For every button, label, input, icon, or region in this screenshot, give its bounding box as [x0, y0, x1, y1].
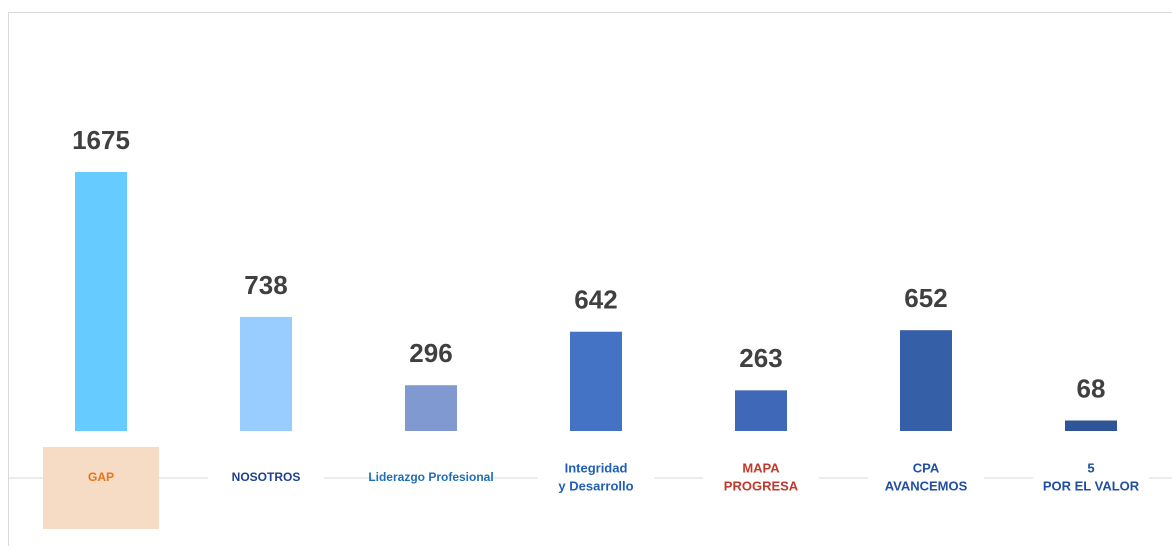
category-label: Integridad — [565, 460, 628, 475]
bar — [570, 332, 622, 431]
category-logo — [208, 447, 324, 529]
category-label: NOSOTROS — [232, 470, 301, 484]
data-label: 263 — [739, 343, 782, 373]
data-label: 296 — [409, 338, 452, 368]
category-label: GAP — [88, 470, 114, 484]
data-label: 652 — [904, 283, 947, 313]
data-label: 642 — [574, 285, 617, 315]
category-label: MAPA — [742, 460, 780, 475]
category-logo — [43, 447, 159, 529]
data-label: 1675 — [72, 125, 130, 155]
data-label: 738 — [244, 270, 287, 300]
category-label: AVANCEMOS — [885, 478, 968, 493]
bar — [405, 385, 457, 431]
bar — [900, 330, 952, 431]
category-label: 5 — [1087, 460, 1094, 475]
data-label: 68 — [1077, 373, 1106, 403]
bar — [240, 317, 292, 431]
category-logo — [373, 447, 489, 529]
category-label: POR EL VALOR — [1043, 478, 1140, 493]
category-label: CPA — [913, 460, 940, 475]
category-label: PROGRESA — [724, 478, 799, 493]
category-label: Liderazgo Profesional — [368, 470, 493, 484]
bar — [75, 172, 127, 431]
bar — [1065, 420, 1117, 431]
bar — [735, 390, 787, 431]
category-label: y Desarrollo — [558, 478, 633, 493]
